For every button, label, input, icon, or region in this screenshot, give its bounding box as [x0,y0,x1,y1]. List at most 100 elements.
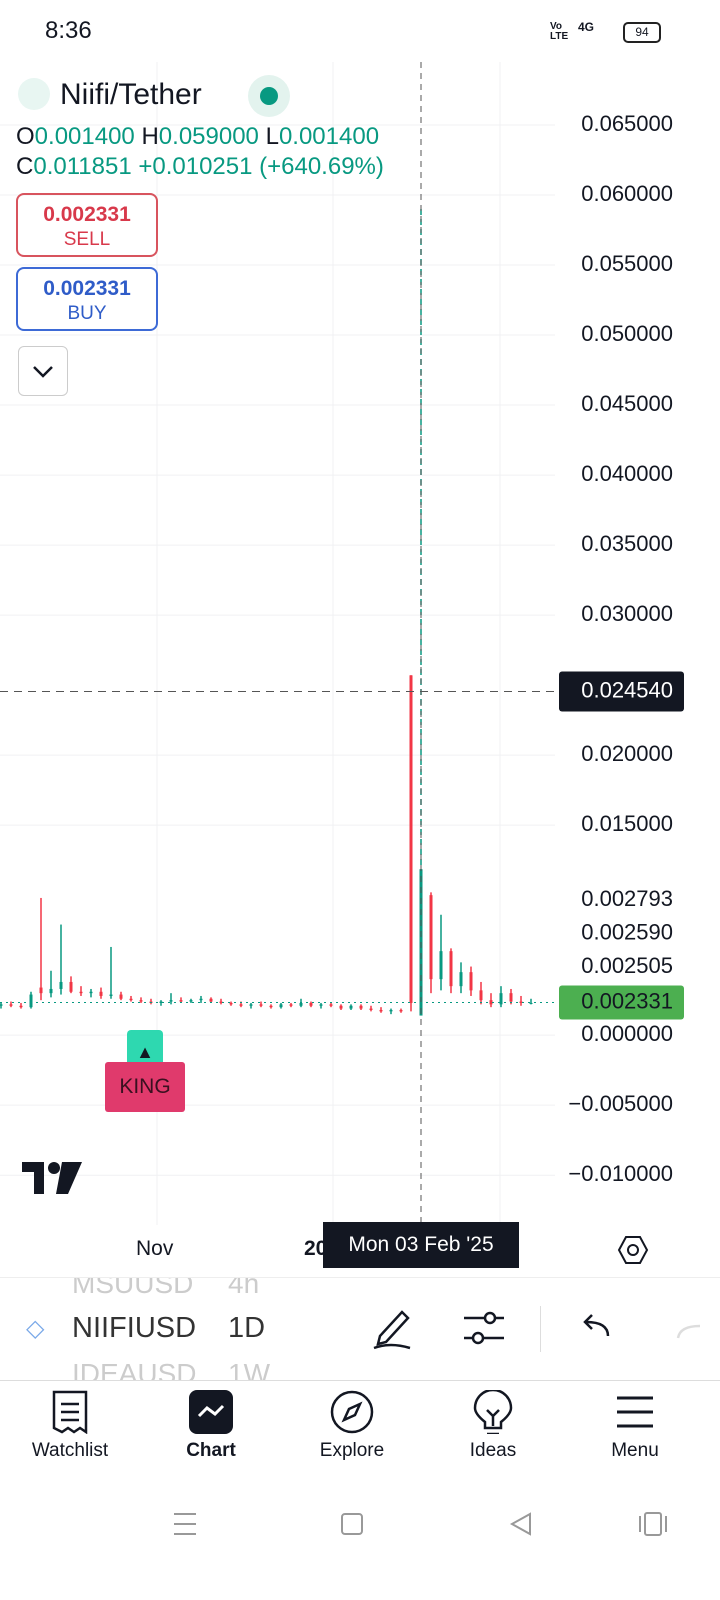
candle-body [269,1005,273,1008]
last-price: 0.002331 [581,988,673,1013]
nav-item[interactable]: Menu [575,1390,695,1462]
candle-body [349,1005,353,1009]
candle-body [99,991,103,996]
nav-icon [189,1390,233,1434]
nav-item[interactable]: Watchlist [10,1390,130,1462]
candle-body [119,994,123,999]
crosshair-date: Mon 03 Feb '25 [323,1222,519,1268]
candle-body [189,1000,193,1002]
market-status [248,75,290,117]
draw-icon[interactable] [370,1304,414,1352]
candle-body [399,1009,403,1012]
y-tick-label: −0.005000 [568,1091,673,1116]
nav-label: Menu [611,1440,659,1461]
y-tick-label: 0.035000 [581,531,673,556]
collapse-button[interactable] [18,346,68,396]
symbol-option[interactable]: MSUUSD [72,1278,194,1299]
candle-body [109,994,113,996]
nav-label: Explore [319,1440,385,1461]
redo-icon[interactable] [676,1318,706,1342]
symbol-option[interactable]: IDEAUSD [72,1358,197,1381]
candle-body [239,1004,243,1006]
scale-label: 0.002793 [581,886,673,911]
candle-body [219,1001,223,1003]
candle-body [389,1009,393,1012]
nav-label: Ideas [469,1440,517,1461]
sell-price: 0.002331 [43,203,131,226]
y-tick-label: 0.050000 [581,321,673,346]
nav-item[interactable]: Explore [292,1390,412,1462]
nav-icon [52,1390,88,1434]
candle-body [429,895,433,980]
y-tick-label: 0.000000 [581,1021,673,1046]
symbol-selected[interactable]: NIIFIUSD [72,1312,197,1344]
interval-option[interactable]: 1W [228,1358,270,1381]
network: 4G [578,20,595,34]
undo-icon[interactable] [580,1312,612,1340]
candle-body [369,1008,373,1010]
battery: 94 [623,22,661,43]
nav-item[interactable]: Ideas [433,1390,553,1462]
y-tick-label: 0.055000 [581,251,673,276]
nav-icon [473,1390,513,1434]
nav-item[interactable]: Chart [151,1390,271,1462]
chevron [33,366,53,378]
scale-label: 0.002505 [581,953,673,978]
candle-body [159,1001,163,1003]
nav-label: Chart [186,1440,236,1461]
symbol-icon: ◇ [26,1315,45,1342]
buy-button[interactable]: 0.002331 BUY [16,267,158,331]
ohlc-row: O0.001400 H0.059000 L0.001400 [16,123,379,151]
settings-icon[interactable] [617,1234,649,1266]
candle-body [329,1004,333,1006]
buy-label: BUY [67,303,107,324]
candle-body [339,1005,343,1009]
candle-body [249,1004,253,1006]
interval-option[interactable]: 4h [228,1278,260,1299]
crosshair-price: 0.024540 [581,677,673,702]
candle-body [479,990,483,1001]
candle-body [79,991,83,994]
last-price-badge [559,985,684,1020]
candle-body [459,972,463,987]
symbol-title[interactable]: Niifi/Tether [60,78,202,111]
divider [540,1306,541,1352]
sell-button[interactable]: 0.002331 SELL [16,193,158,257]
candle-body [129,998,133,1001]
nav-icon [330,1390,374,1434]
time-label: Nov [136,1237,174,1260]
symbol-icon [18,78,50,110]
sell-label: SELL [63,229,111,250]
candle-body [519,1001,523,1003]
candle-body [529,1002,533,1004]
time-axis [0,1225,720,1278]
candle-body [169,1000,173,1002]
candle-body [59,981,63,989]
candle-body [29,994,33,1008]
candle-body [299,1002,303,1006]
indicators-icon[interactable] [462,1308,506,1348]
marker-label[interactable]: KING [105,1062,185,1112]
candle-body [309,1002,313,1006]
buy-price: 0.002331 [43,277,131,300]
y-tick-label: 0.065000 [581,111,673,136]
candle-body [449,951,453,987]
candle-body [39,987,43,994]
marker-arrow[interactable]: ▲ [127,1030,163,1068]
candle-body [139,1000,143,1002]
candle-body [379,1009,383,1012]
h-value: 0.059000 [158,123,259,150]
candle-body [319,1004,323,1006]
candle-body [359,1005,363,1009]
interval-selected[interactable]: 1D [228,1312,266,1344]
y-tick-label: −0.010000 [568,1161,673,1186]
toolbar: MSUUSD 4h ◇ NIIFIUSD 1D IDEAUSD 1W [0,1278,720,1381]
candle-body [19,1005,23,1008]
y-tick-label: 0.040000 [581,461,673,486]
candle-body [179,1000,183,1002]
y-tick-label: 0.020000 [581,741,673,766]
l-label: L [265,123,279,150]
candle-body [499,993,503,1005]
candle-body [199,998,203,1001]
candle-body [89,991,93,994]
